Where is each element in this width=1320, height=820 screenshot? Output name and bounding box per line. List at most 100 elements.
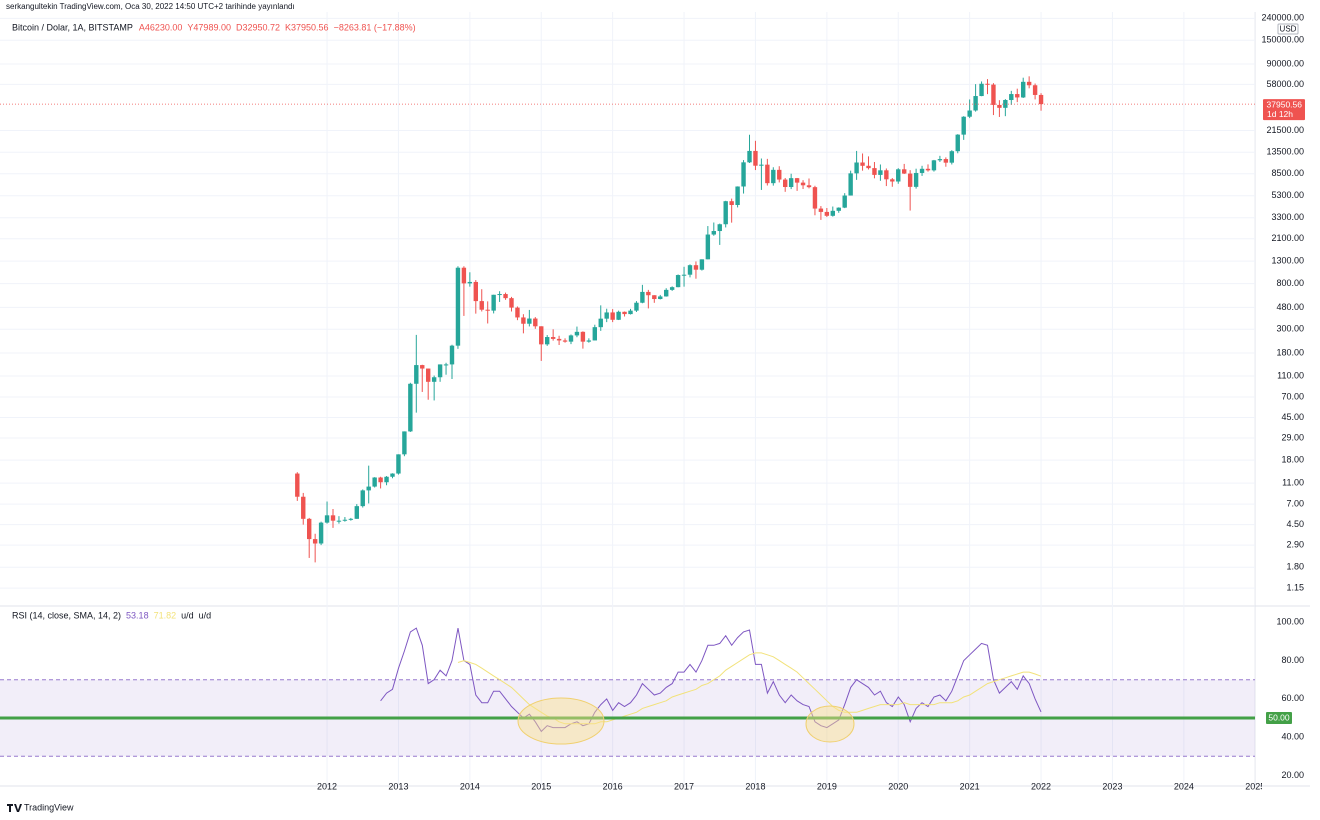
ohlc-label: D32950.72 (236, 22, 280, 32)
candle-body (902, 169, 907, 174)
candle-body (1032, 85, 1038, 95)
currency-box (1277, 23, 1299, 35)
candle-body (907, 173, 913, 187)
x-tick-label: 2018 (745, 781, 765, 791)
candle-body (384, 476, 389, 483)
candle-body (973, 96, 978, 111)
candle-body (872, 168, 877, 175)
y-tick-label: 240000.00 (1261, 13, 1304, 23)
candle-body (890, 179, 895, 182)
candle-body (521, 317, 526, 324)
candle-body (455, 267, 461, 346)
candle-body (937, 159, 943, 161)
candle-body (1015, 94, 1020, 98)
candle-body (515, 307, 520, 318)
candle-body (753, 150, 758, 166)
candle-body (854, 162, 859, 174)
candle-body (420, 365, 425, 369)
candle-body (449, 345, 455, 365)
candle-body (640, 291, 645, 303)
candle-body (509, 298, 514, 308)
candle-body (991, 84, 996, 105)
candle-body (485, 309, 490, 311)
candle-body (658, 296, 663, 300)
candle-body (556, 338, 562, 341)
candle-body (729, 201, 734, 205)
candle-body (765, 164, 770, 184)
candle-body (580, 331, 586, 342)
candle-body (997, 104, 1002, 108)
publisher: serkangultekin TradingView.com, Oca 30, … (6, 2, 295, 11)
candle-body (913, 172, 919, 187)
y-tick-label: 180.00 (1276, 347, 1304, 357)
candle-body (664, 289, 669, 297)
candle-body (295, 473, 300, 497)
candle-body (437, 364, 443, 378)
candle-body (836, 207, 841, 211)
candle-body (1009, 94, 1014, 101)
candle-body (539, 326, 544, 345)
y-tick-label: 18.00 (1281, 455, 1304, 465)
x-tick-label: 2025 (1245, 781, 1265, 791)
y-tick-label: 1.15 (1286, 582, 1304, 592)
symbol-title: Bitcoin / Dolar, 1A, BITSTAMP (12, 22, 133, 32)
candle-body (931, 160, 937, 171)
candle-body (342, 519, 348, 521)
rsi-tick-label: 80.00 (1281, 655, 1304, 665)
candle-body (592, 327, 597, 341)
candle-body (550, 337, 556, 339)
candle-body (354, 506, 359, 519)
candle-body (675, 275, 681, 288)
candle-body (586, 340, 592, 342)
candle-body (788, 178, 794, 188)
candle-body (628, 310, 633, 315)
rsi-tick-label: 40.00 (1281, 732, 1304, 742)
candle-body (604, 312, 609, 319)
y-tick-label: 70.00 (1281, 391, 1304, 401)
x-tick-label: 2024 (1174, 781, 1194, 791)
currency: USD (1280, 25, 1297, 34)
countdown: 1d 12h (1267, 109, 1293, 119)
candle-body (699, 259, 705, 270)
candle-body (866, 165, 871, 169)
last-price-label: 37950.56 (1267, 99, 1303, 109)
candle-body (646, 291, 651, 296)
candle-body (1021, 81, 1026, 98)
y-tick-label: 480.00 (1276, 302, 1304, 312)
y-tick-label: 110.00 (1277, 370, 1304, 380)
time-axis: 2012 2013 2014 2015 2016 2017 2018 2019 2020 2021… (317, 781, 1265, 791)
candle-body (372, 477, 377, 487)
candle-body (747, 150, 752, 163)
candle-body (503, 294, 508, 299)
candle-body (693, 265, 699, 270)
candle-body (610, 312, 615, 320)
candle-body (443, 364, 449, 366)
ohlc-label: A46230.00 (139, 22, 183, 32)
rsi-value: 53.18 (126, 610, 149, 620)
candle-body (307, 518, 312, 540)
candle-body (961, 116, 966, 135)
y-tick-label: 2.90 (1286, 539, 1304, 549)
y-tick-label: 90000.00 (1266, 58, 1304, 68)
x-tick-label: 2020 (888, 781, 908, 791)
candle-body (925, 168, 931, 171)
candle-body (390, 473, 395, 477)
candle-body (794, 178, 800, 183)
candle-body (896, 169, 901, 182)
candle-body (312, 539, 318, 544)
x-tick-label: 2013 (388, 781, 408, 791)
x-tick-label: 2015 (531, 781, 551, 791)
y-tick-label: 2100.00 (1271, 233, 1304, 243)
candle-body (533, 318, 538, 327)
candle-body (527, 318, 532, 324)
candle-body (884, 170, 889, 180)
candle-body (979, 83, 984, 97)
candle-body (467, 281, 473, 284)
x-tick-label: 2016 (603, 781, 623, 791)
candle-body (402, 431, 407, 455)
y-tick-label: 3300.00 (1271, 212, 1304, 222)
rsi-midline-tag (1266, 712, 1292, 725)
candle-body (574, 331, 580, 336)
candle-body (414, 365, 419, 384)
